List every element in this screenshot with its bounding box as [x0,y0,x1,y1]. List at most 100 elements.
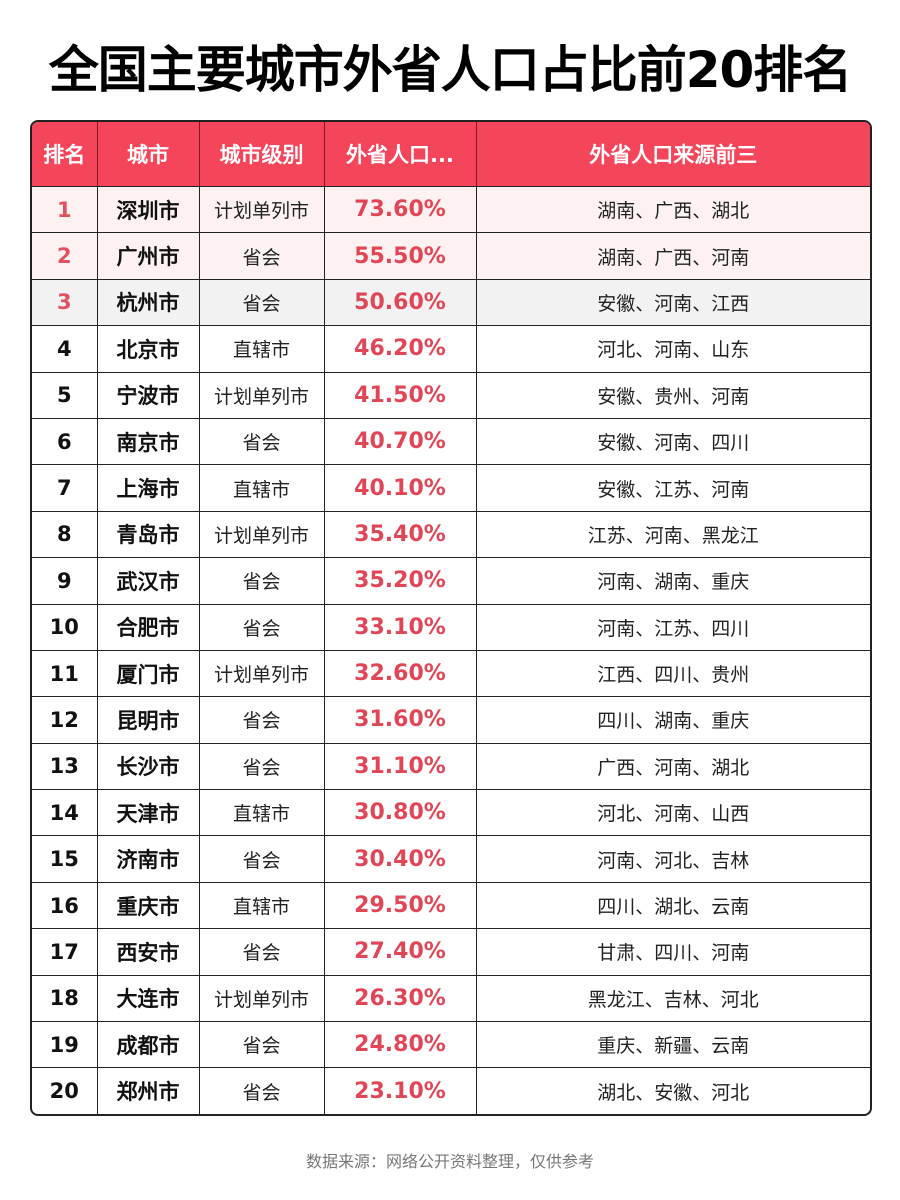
level-cell: 计划单列市 [199,186,325,234]
city-cell: 南京市 [97,418,200,466]
source-cell: 湖北、安徽、河北 [597,1081,750,1104]
rank-cell: 1 [32,186,98,234]
table-row: 6 南京市 省会 40.70% 安徽、河南、四川 [32,418,870,466]
table-row: 11 厦门市 计划单列市 32.60% 江西、四川、贵州 [32,650,870,698]
city-cell: 广州市 [97,232,200,280]
city-cell: 武汉市 [97,557,200,605]
city-cell: 青岛市 [97,511,200,559]
city-cell: 宁波市 [97,372,200,419]
percentage-cell: 24.80% [324,1021,477,1069]
percentage-cell: 35.20% [324,557,477,605]
source-cell: 安徽、河南、四川 [476,418,870,466]
source-cell: 安徽、江苏、河南 [476,464,870,512]
source-cell: 安徽、河南、江西 [476,279,870,327]
source-cell: 湖南、广西、湖北 [476,186,870,234]
level-cell: 直辖市 [199,882,325,930]
level-cell: 计划单列市 [199,372,325,419]
percentage-cell: 31.60% [324,696,477,744]
rank-cell: 10 [32,604,98,651]
ranking-table: 排名 城市 城市级别 外省人口... 外省人口来源前三 1 深圳市 计划单列市 … [32,122,870,1114]
header-percentage: 外省人口... [324,122,477,187]
rank-cell: 16 [32,882,98,930]
source-cell: 河北、河南、山东 [476,325,870,373]
header-city: 城市 [97,122,200,187]
level-cell: 计划单列市 [199,975,325,1023]
level-cell: 省会 [199,1021,325,1069]
table-row: 20 郑州市 省会 23.10% 湖北、安徽、河北 [32,1067,870,1114]
level-cell: 直辖市 [199,464,325,512]
table-row: 4 北京市 直辖市 46.20% 河北、河南、山东 [32,325,870,373]
rank-cell: 12 [32,696,98,744]
table-body: 1 深圳市 计划单列市 73.60% 湖南、广西、湖北 2 广州市 省会 55.… [32,186,870,1114]
percentage-cell: 30.80% [324,789,477,837]
rank-cell: 3 [32,279,98,327]
header-rank: 排名 [32,122,98,187]
header-source: 外省人口来源前三 [476,122,870,187]
rank-cell: 11 [32,650,98,698]
level-cell: 省会 [199,557,325,605]
city-cell: 深圳市 [97,186,200,234]
table-row: 13 长沙市 省会 31.10% 广西、河南、湖北 [32,743,870,791]
level-cell: 计划单列市 [199,511,325,559]
percentage-cell: 46.20% [324,325,477,373]
source-cell: 河南、湖南、重庆 [476,557,870,605]
rank-cell: 19 [32,1021,98,1069]
source-cell: 河南、江苏、四川 [476,604,870,651]
table-row: 18 大连市 计划单列市 26.30% 黑龙江、吉林、河北 [32,975,870,1023]
table-row: 9 武汉市 省会 35.20% 河南、湖南、重庆 [32,557,870,605]
percentage-cell: 30.40% [324,835,477,883]
rank-cell: 13 [32,743,98,791]
city-cell: 西安市 [97,928,200,976]
city-cell: 杭州市 [97,279,200,327]
table-row: 8 青岛市 计划单列市 35.40% 江苏、河南、黑龙江 [32,511,870,559]
table-row: 14 天津市 直辖市 30.80% 河北、河南、山西 [32,789,870,837]
percentage-cell: 32.60% [324,650,477,698]
source-cell: 安徽、贵州、河南 [476,372,870,419]
rank-cell: 14 [32,789,98,837]
header-level: 城市级别 [199,122,325,187]
city-cell: 成都市 [97,1021,200,1069]
source-cell: 江苏、河南、黑龙江 [476,511,870,559]
table-row: 7 上海市 直辖市 40.10% 安徽、江苏、河南 [32,464,870,512]
source-cell: 重庆、新疆、云南 [476,1021,870,1069]
rank-cell: 4 [32,325,98,373]
rank-cell: 7 [32,464,98,512]
percentage-cell: 31.10% [324,743,477,791]
percentage-cell: 35.40% [324,511,477,559]
source-cell: 湖南、广西、河南 [476,232,870,280]
rank-cell: 2 [32,232,98,280]
source-cell: 江西、四川、贵州 [476,650,870,698]
city-cell: 大连市 [97,975,200,1023]
table-row: 1 深圳市 计划单列市 73.60% 湖南、广西、湖北 [32,186,870,234]
rank-cell: 15 [32,835,98,883]
percentage-cell: 29.50% [324,882,477,930]
city-cell: 济南市 [97,835,200,883]
rank-cell: 20 [32,1067,98,1114]
percentage-cell: 33.10% [324,604,477,651]
level-cell: 省会 [199,743,325,791]
level-cell: 省会 [199,418,325,466]
table-row: 17 西安市 省会 27.40% 甘肃、四川、河南 [32,928,870,976]
table-header-row: 排名 城市 城市级别 外省人口... 外省人口来源前三 [32,122,870,187]
ranking-table-container: 排名 城市 城市级别 外省人口... 外省人口来源前三 1 深圳市 计划单列市 … [30,120,872,1116]
level-cell: 直辖市 [199,789,325,837]
level-cell: 省会 [199,232,325,280]
level-cell: 省会 [199,1067,325,1114]
source-cell: 河北、河南、山西 [476,789,870,837]
percentage-cell: 55.50% [324,232,477,280]
table-row: 2 广州市 省会 55.50% 湖南、广西、河南 [32,232,870,280]
city-cell: 上海市 [97,464,200,512]
percentage-cell: 41.50% [324,372,477,419]
rank-cell: 18 [32,975,98,1023]
percentage-cell: 50.60% [324,279,477,327]
level-cell: 省会 [199,279,325,327]
source-cell: 河南、河北、吉林 [476,835,870,883]
city-cell: 合肥市 [97,604,200,651]
city-cell: 重庆市 [97,882,200,930]
table-row: 15 济南市 省会 30.40% 河南、河北、吉林 [32,835,870,883]
level-cell: 省会 [199,835,325,883]
page-title: 全国主要城市外省人口占比前20排名 [48,41,853,99]
city-cell: 郑州市 [97,1067,200,1114]
source-cell: 四川、湖南、重庆 [476,696,870,744]
percentage-cell: 27.40% [324,928,477,976]
